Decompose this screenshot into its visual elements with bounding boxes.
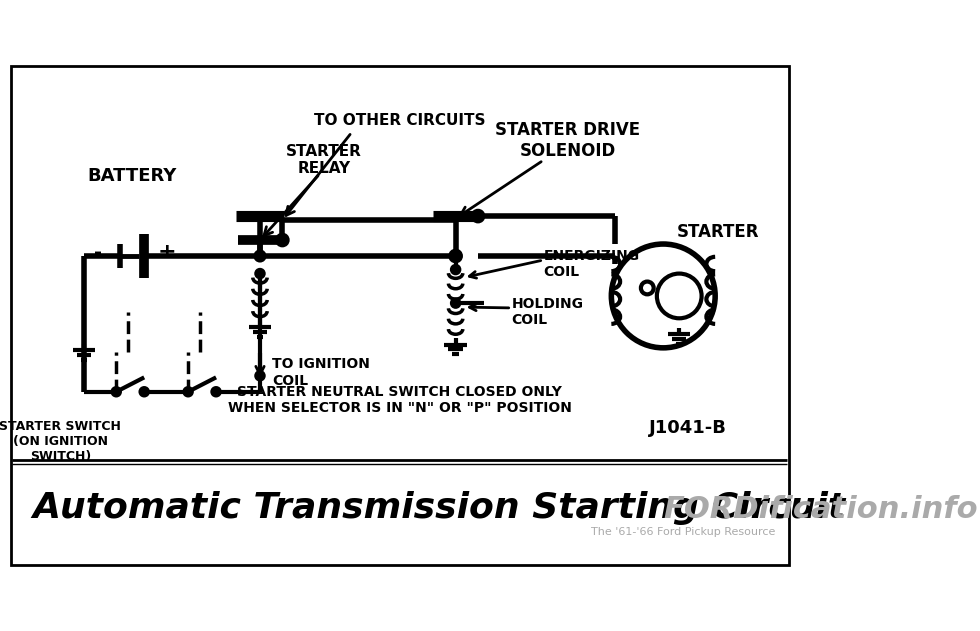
Circle shape [113, 388, 121, 396]
Text: HOLDING
COIL: HOLDING COIL [512, 297, 583, 327]
Circle shape [472, 211, 483, 221]
Text: STARTER
RELAY: STARTER RELAY [286, 144, 362, 177]
Text: The '61-'66 Ford Pickup Resource: The '61-'66 Ford Pickup Resource [591, 526, 775, 536]
Circle shape [212, 388, 220, 396]
Circle shape [184, 388, 192, 396]
Circle shape [276, 235, 288, 245]
Text: TO IGNITION
COIL: TO IGNITION COIL [272, 358, 369, 387]
Circle shape [452, 266, 460, 274]
Circle shape [641, 281, 654, 294]
Text: STARTER SWITCH
(ON IGNITION
SWITCH): STARTER SWITCH (ON IGNITION SWITCH) [0, 420, 122, 463]
Circle shape [450, 251, 462, 262]
Circle shape [452, 299, 460, 307]
Circle shape [612, 244, 715, 348]
Circle shape [255, 251, 265, 261]
Text: STARTER: STARTER [676, 223, 760, 241]
Circle shape [657, 274, 702, 318]
Text: FORDification.info: FORDification.info [663, 495, 978, 524]
Text: STARTER DRIVE
SOLENOID: STARTER DRIVE SOLENOID [495, 121, 640, 160]
Text: -: - [94, 242, 102, 261]
Circle shape [140, 388, 148, 396]
Circle shape [256, 269, 264, 278]
Text: STARTER NEUTRAL SWITCH CLOSED ONLY
WHEN SELECTOR IS IN "N" OR "P" POSITION: STARTER NEUTRAL SWITCH CLOSED ONLY WHEN … [227, 385, 571, 415]
Text: Automatic Transmission Starting Circuit: Automatic Transmission Starting Circuit [32, 490, 846, 524]
Text: +: + [157, 242, 175, 262]
Text: TO OTHER CIRCUITS: TO OTHER CIRCUITS [314, 113, 485, 127]
Text: J1041-B: J1041-B [650, 419, 727, 437]
Text: ENERGIZING
COIL: ENERGIZING COIL [544, 249, 640, 279]
Text: BATTERY: BATTERY [87, 167, 177, 185]
Circle shape [256, 372, 264, 380]
